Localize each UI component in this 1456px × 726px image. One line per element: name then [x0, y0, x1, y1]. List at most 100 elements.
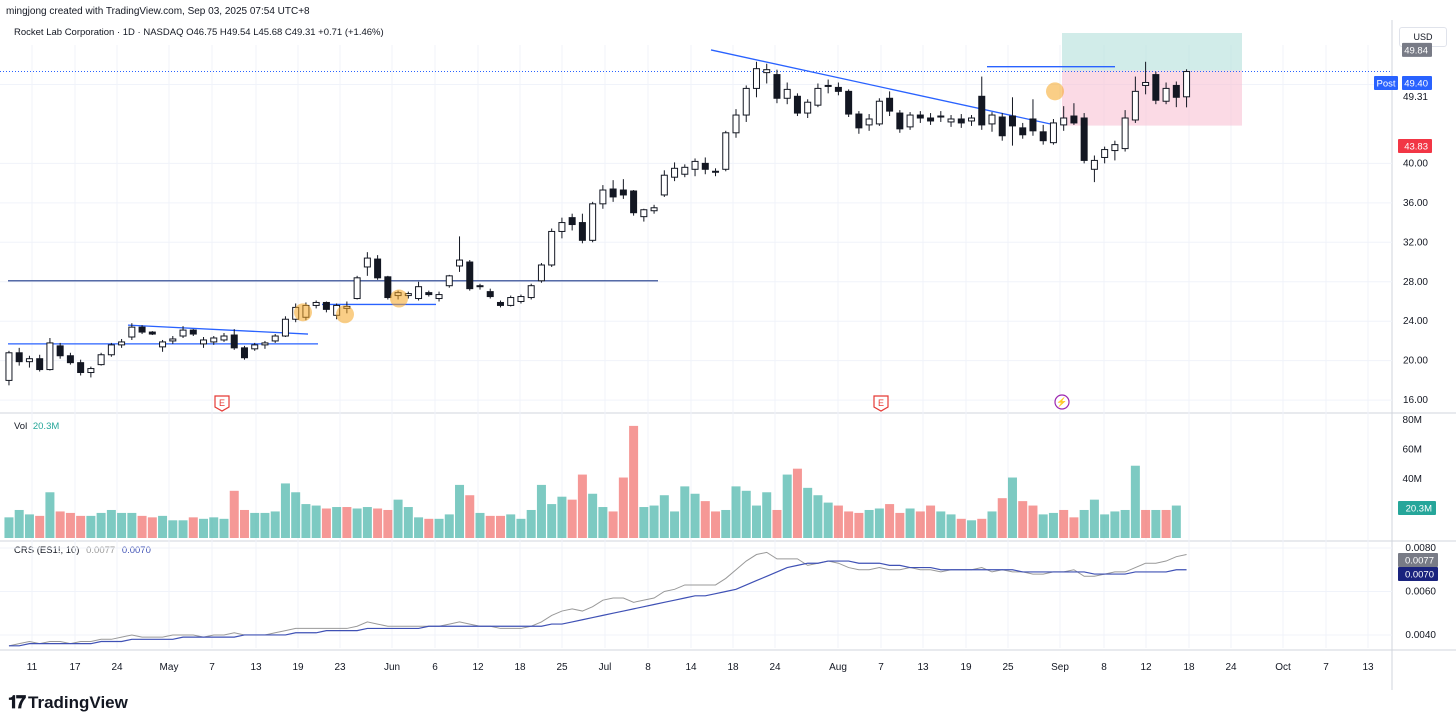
- volume-bar: [96, 512, 106, 538]
- volume-bar: [424, 518, 434, 538]
- candle-body: [159, 341, 167, 348]
- volume-bar: [598, 507, 608, 538]
- candle-body: [619, 189, 627, 196]
- candle-body: [425, 292, 433, 296]
- y-tick-label: 24.00: [1403, 316, 1428, 327]
- candle-body: [1101, 149, 1109, 158]
- volume-bar: [1130, 465, 1140, 538]
- candle-body: [118, 341, 126, 346]
- volume-bar: [567, 499, 577, 538]
- highlight-circle: [390, 289, 408, 308]
- volume-bar: [65, 512, 75, 538]
- risk-reward-zones: [0, 33, 1392, 126]
- candle-body: [916, 114, 924, 119]
- y-tick-label: 20.00: [1403, 356, 1428, 367]
- volume-bar: [260, 512, 270, 538]
- candle-body: [210, 337, 218, 343]
- volume-bar: [342, 507, 352, 538]
- earnings-marker: [873, 395, 889, 412]
- volume-bar: [55, 511, 65, 538]
- candle-body: [25, 358, 33, 363]
- dividend-marker-label: ⚡: [1056, 396, 1067, 408]
- crs-tick-label: 0.0080: [1405, 543, 1436, 554]
- x-tick-label: 17: [69, 662, 81, 673]
- volume-bar: [280, 483, 290, 538]
- candle-body: [865, 118, 873, 126]
- x-tick-label: 13: [917, 662, 929, 673]
- volume-bar: [465, 495, 475, 538]
- candle-body: [834, 86, 842, 92]
- volume-bar: [1059, 509, 1069, 538]
- price-high-badge: [1402, 42, 1432, 57]
- candle-body: [763, 69, 771, 74]
- candle-body: [671, 167, 679, 178]
- candles: [5, 61, 1191, 386]
- price-chart[interactable]: E E ⚡ 11 17 24 May 7 13 19 23 Jun 6 12 18 25 Jul 8 14 18 24…: [0, 0, 1456, 690]
- volume-bar: [158, 515, 168, 538]
- x-tick-label: 7: [209, 662, 215, 673]
- volume-bar: [106, 509, 116, 538]
- candle-body: [568, 217, 576, 226]
- candle-body: [660, 174, 668, 196]
- volume-bar: [608, 511, 618, 538]
- candle-body: [1162, 87, 1170, 102]
- volume-bar: [1069, 517, 1079, 538]
- x-tick-label: 19: [960, 662, 972, 673]
- volume-bar: [14, 509, 24, 538]
- candle-body: [712, 170, 720, 173]
- crs-badge-1-text: 0.0077: [1405, 556, 1434, 567]
- volume-bar: [1038, 514, 1048, 538]
- candle-body: [988, 114, 996, 125]
- x-tick-label: 24: [1225, 662, 1237, 673]
- volume-bar: [967, 520, 977, 538]
- candle-body: [906, 114, 914, 128]
- trend-lines: [127, 49, 1051, 335]
- price-high-badge-text: 49.84: [1404, 45, 1428, 56]
- candle-body: [1142, 81, 1150, 86]
- candle-body: [578, 222, 586, 241]
- candle-body: [1039, 131, 1047, 142]
- x-tick-label: 8: [1101, 662, 1107, 673]
- x-tick-label: 6: [432, 662, 438, 673]
- volume-bar: [803, 487, 813, 538]
- crs-badge-2: [1398, 567, 1438, 581]
- volume-bar: [475, 512, 485, 538]
- candle-body: [169, 338, 177, 342]
- x-tick-label: 13: [1362, 662, 1374, 673]
- volume-bar: [209, 517, 219, 538]
- highlight-circle: [294, 303, 312, 322]
- volume-bar: [1089, 499, 1099, 538]
- x-tick-label: 7: [1323, 662, 1329, 673]
- brand-name: TradingView: [28, 692, 128, 712]
- volume-bar: [147, 517, 157, 538]
- y-tick-label: 40.00: [1403, 158, 1428, 169]
- volume-bar: [751, 505, 761, 538]
- candle-body: [107, 344, 115, 356]
- volume-bar: [854, 512, 864, 538]
- volume-bar: [956, 518, 966, 538]
- x-tick-label: 18: [514, 662, 526, 673]
- y-tick-label: 32.00: [1403, 237, 1428, 248]
- trend-line: [710, 49, 1051, 125]
- candle-body: [1008, 115, 1016, 127]
- x-tick-label: 11: [27, 662, 38, 673]
- candle-body: [261, 342, 269, 346]
- symbol-info-line: Rocket Lab Corporation · 1D · NASDAQ O46…: [14, 27, 384, 38]
- candle-body: [97, 354, 105, 366]
- candle-body: [773, 74, 781, 99]
- earnings-marker-label: E: [878, 398, 884, 408]
- volume-tick-label: 60M: [1403, 445, 1422, 456]
- volume-bar: [895, 512, 905, 538]
- candle-body: [374, 258, 382, 279]
- candle-body: [456, 259, 464, 267]
- volume-bar: [168, 520, 178, 538]
- volume-bar: [455, 484, 465, 538]
- volume-bar: [823, 502, 833, 538]
- price-badges: 49.84 Post 49.40 49.31 43.83 20.3M 0.0077 0.007…: [1374, 42, 1438, 581]
- volume-bar: [721, 509, 731, 538]
- x-tick-label: 24: [769, 662, 781, 673]
- post-price-badge-text: 49.40: [1404, 79, 1428, 90]
- candle-body: [148, 331, 156, 335]
- post-label-text: Post: [1376, 79, 1395, 90]
- x-tick-label: 19: [292, 662, 304, 673]
